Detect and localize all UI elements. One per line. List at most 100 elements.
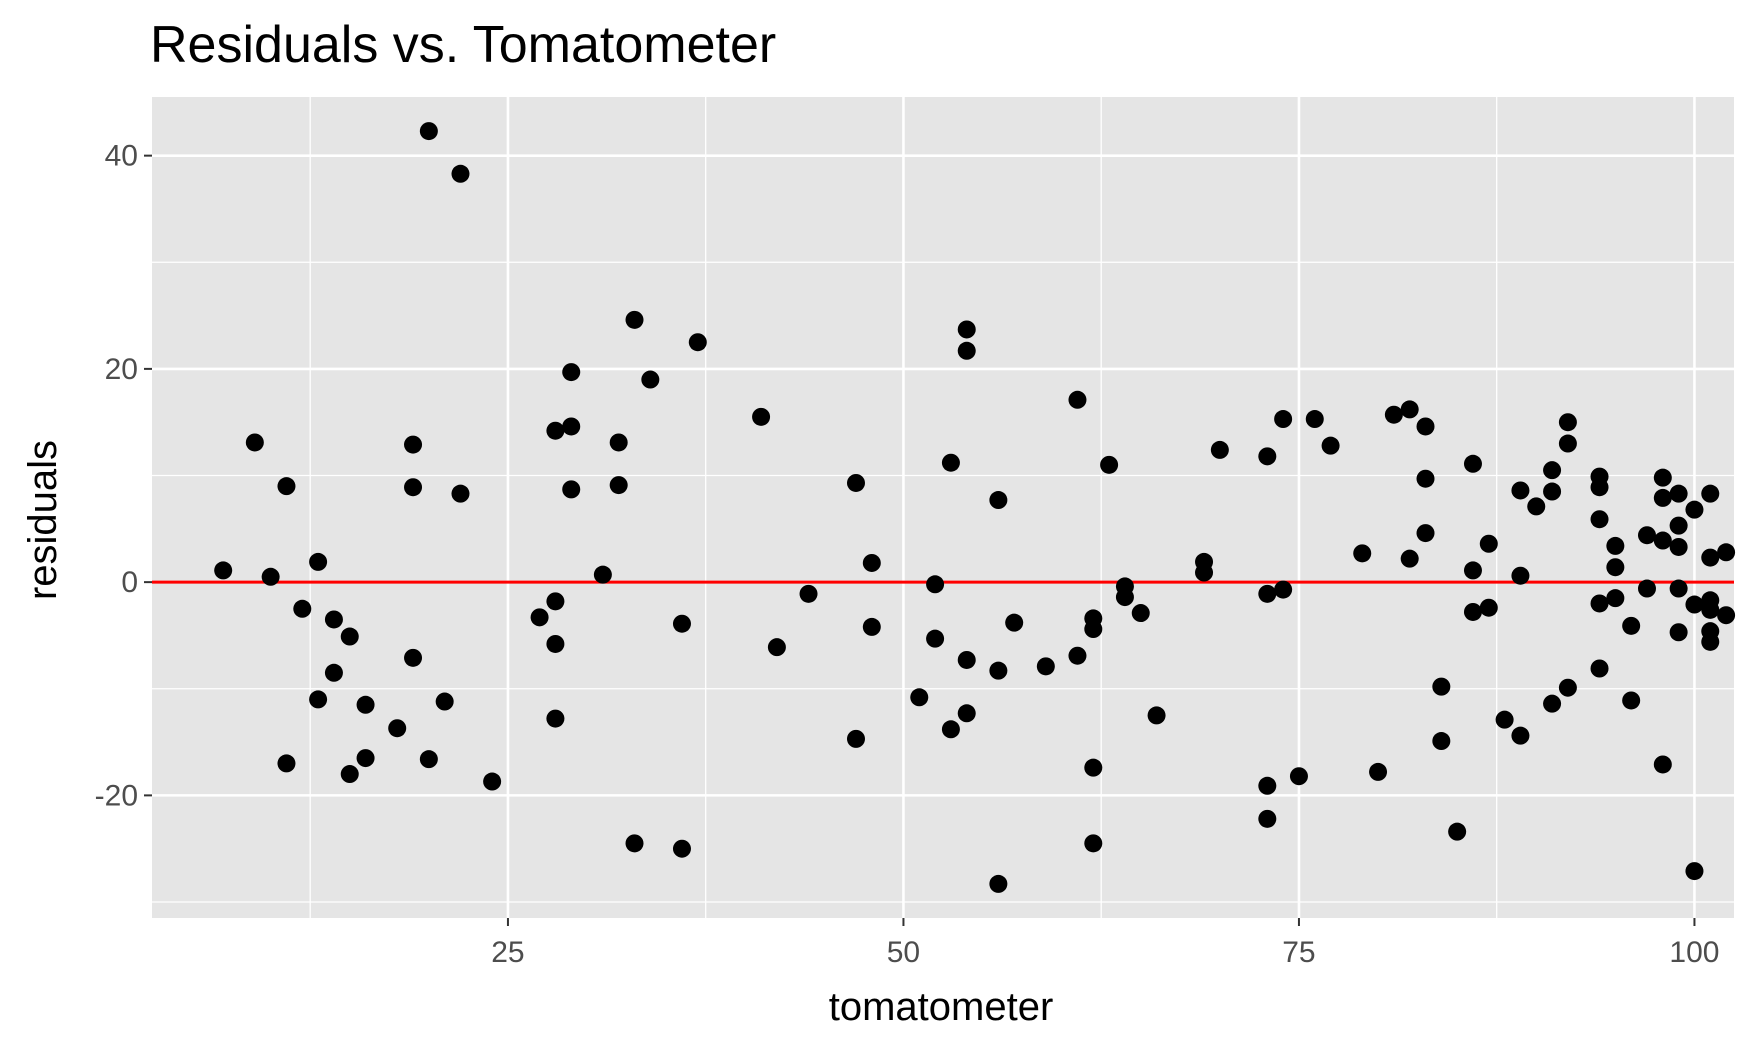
data-point	[1606, 589, 1625, 608]
data-point	[388, 719, 407, 738]
data-point	[989, 491, 1008, 510]
data-point	[404, 478, 423, 497]
data-point	[546, 592, 565, 611]
data-point	[941, 453, 960, 472]
data-point	[1258, 584, 1277, 603]
data-point	[293, 599, 312, 618]
data-point	[767, 638, 786, 657]
data-point	[1068, 390, 1087, 409]
data-point	[1400, 400, 1419, 419]
data-point	[1717, 543, 1736, 562]
data-points	[214, 122, 1736, 893]
data-point	[1463, 602, 1482, 621]
y-tick-label: 20	[105, 353, 138, 386]
data-point	[1653, 755, 1672, 774]
data-point	[1558, 678, 1577, 697]
data-point	[1084, 758, 1103, 777]
data-point	[625, 834, 644, 853]
data-point	[1669, 484, 1688, 503]
data-point	[1606, 558, 1625, 577]
data-point	[404, 435, 423, 454]
data-point	[1701, 484, 1720, 503]
data-point	[261, 567, 280, 586]
data-point	[324, 663, 343, 682]
data-point	[1701, 632, 1720, 651]
data-point	[277, 477, 296, 496]
data-point	[1084, 620, 1103, 639]
data-point	[1068, 646, 1087, 665]
data-point	[957, 650, 976, 669]
data-point	[1115, 588, 1134, 607]
data-point	[324, 610, 343, 629]
data-point	[562, 363, 581, 382]
data-point	[1258, 447, 1277, 466]
data-point	[1274, 580, 1293, 599]
data-point	[1353, 544, 1372, 563]
data-point	[309, 690, 328, 709]
y-tick-label: -20	[95, 779, 138, 812]
data-point	[530, 608, 549, 627]
data-point	[957, 320, 976, 339]
data-point	[1622, 691, 1641, 710]
data-point	[672, 614, 691, 633]
data-point	[846, 473, 865, 492]
data-point	[483, 772, 502, 791]
data-point	[309, 552, 328, 571]
data-point	[1653, 531, 1672, 550]
data-point	[1511, 566, 1530, 585]
data-point	[1416, 417, 1435, 436]
data-point	[752, 407, 771, 426]
data-point	[1543, 461, 1562, 480]
y-axis: -20 0 20 40	[95, 140, 152, 812]
x-tick-label: 50	[887, 936, 920, 969]
data-point	[356, 695, 375, 714]
plot-panel	[152, 97, 1734, 918]
data-point	[1637, 526, 1656, 545]
chart-title: Residuals vs. Tomatometer	[150, 16, 776, 74]
data-point	[1448, 822, 1467, 841]
data-point	[957, 341, 976, 360]
data-point	[1100, 455, 1119, 474]
data-point	[277, 754, 296, 773]
data-point	[1416, 469, 1435, 488]
data-point	[1685, 500, 1704, 519]
data-point	[1036, 657, 1055, 676]
x-tick-label: 100	[1669, 936, 1719, 969]
x-axis: 25 50 75 100	[491, 918, 1719, 969]
data-point	[1416, 524, 1435, 543]
data-point	[1717, 606, 1736, 625]
data-point	[1131, 604, 1150, 623]
data-point	[435, 692, 454, 711]
data-point	[1147, 706, 1166, 725]
data-point	[1195, 563, 1214, 582]
data-point	[1590, 594, 1609, 613]
data-point	[1463, 561, 1482, 580]
data-point	[1543, 694, 1562, 713]
data-point	[1669, 537, 1688, 556]
y-axis-title: residuals	[21, 440, 65, 600]
data-point	[1653, 488, 1672, 507]
data-point	[1432, 677, 1451, 696]
data-point	[1637, 579, 1656, 598]
data-point	[1590, 478, 1609, 497]
data-point	[672, 839, 691, 858]
data-point	[1558, 413, 1577, 432]
x-axis-title: tomatometer	[829, 985, 1054, 1029]
data-point	[1558, 434, 1577, 453]
data-point	[1305, 410, 1324, 429]
data-point	[1463, 454, 1482, 473]
data-point	[404, 648, 423, 667]
data-point	[989, 874, 1008, 893]
data-point	[340, 627, 359, 646]
data-point	[419, 750, 438, 769]
data-point	[1685, 862, 1704, 881]
data-point	[451, 484, 470, 503]
data-point	[1400, 549, 1419, 568]
data-point	[926, 629, 945, 648]
data-point	[1511, 726, 1530, 745]
data-point	[214, 561, 233, 580]
data-point	[562, 480, 581, 499]
data-point	[1622, 616, 1641, 635]
data-point	[562, 417, 581, 436]
